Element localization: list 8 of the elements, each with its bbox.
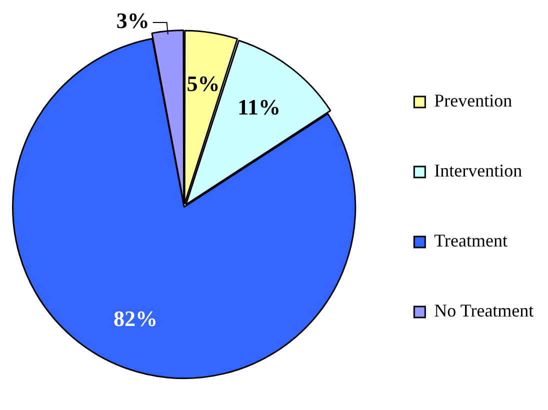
- legend-label: Intervention: [434, 160, 522, 181]
- data-label: 11%: [238, 94, 280, 120]
- legend-label: Prevention: [434, 90, 512, 111]
- data-label: 82%: [114, 306, 158, 332]
- legend-label: No Treatment: [434, 300, 534, 321]
- legend-label: Treatment: [434, 230, 508, 251]
- data-label: 5%: [186, 70, 220, 96]
- data-label: 3%: [116, 8, 150, 34]
